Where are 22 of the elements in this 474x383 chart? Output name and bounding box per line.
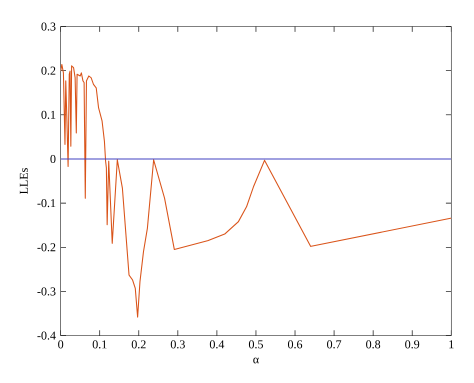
y-tick-label: -0.2 [37, 243, 56, 252]
x-tick-label: 0.2 [132, 340, 146, 348]
line-series [60, 64, 452, 318]
y-tick-label: -0.4 [37, 332, 56, 340]
y-tick-label: 0.3 [41, 22, 56, 31]
y-tick-label: -0.1 [37, 199, 56, 208]
x-tick-label: 0.4 [210, 340, 224, 348]
x-tick-label: 0.7 [327, 340, 342, 348]
x-tick-label: 0.6 [288, 340, 302, 348]
x-tick-label: 0 [58, 340, 64, 348]
x-tick-label: 0.8 [366, 340, 380, 348]
y-tick-label: -0.3 [37, 287, 56, 296]
x-tick-label: 0.9 [405, 340, 420, 348]
y-tick-label: 0.1 [41, 110, 56, 119]
y-axis-title: LLEs [20, 168, 28, 194]
x-tick-label: 0.3 [170, 340, 185, 348]
x-tick-label: 0.1 [92, 340, 107, 348]
y-tick-label: 0.2 [41, 66, 56, 75]
x-tick-label: 1 [449, 340, 454, 348]
x-tick-label: 0.5 [248, 340, 263, 348]
y-tick-label: 0 [50, 154, 56, 164]
x-axis-title: α [253, 358, 259, 364]
